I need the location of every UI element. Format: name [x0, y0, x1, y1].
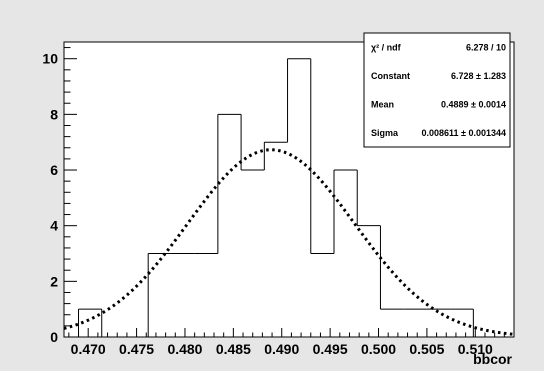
stats-box: χ² / ndf 6.278 / 10 Constant 6.728 ± 1.283 M…: [363, 32, 511, 148]
y-tick-label: 2: [50, 273, 58, 289]
y-tick-label: 10: [42, 51, 58, 67]
y-tick-label: 8: [50, 106, 58, 122]
x-tick-label: 0.510: [458, 341, 493, 357]
stats-label: Constant: [371, 71, 410, 81]
x-tick-label: 0.470: [71, 341, 106, 357]
x-tick-label: 0.485: [216, 341, 251, 357]
x-tick-label: 0.475: [119, 341, 154, 357]
x-tick-label: 0.495: [313, 341, 348, 357]
stats-label: Mean: [371, 99, 394, 109]
y-tick-label: 6: [50, 162, 58, 178]
stats-label: χ² / ndf: [371, 42, 402, 52]
stats-value: 0.4889 ± 0.0014: [441, 99, 506, 109]
stats-value: 0.008611 ± 0.001344: [421, 128, 506, 138]
x-tick-label: 0.500: [361, 341, 396, 357]
x-tick-label: 0.480: [167, 341, 202, 357]
stats-value: 6.728 ± 1.283: [451, 71, 506, 81]
stats-value: 6.278 / 10: [466, 42, 506, 52]
y-tick-label: 4: [50, 218, 58, 234]
stats-label: Sigma: [371, 128, 399, 138]
x-tick-label: 0.490: [264, 341, 299, 357]
y-tick-label: 0: [50, 329, 58, 345]
x-axis-title: bbcor: [473, 351, 512, 367]
x-tick-label: 0.505: [409, 341, 444, 357]
